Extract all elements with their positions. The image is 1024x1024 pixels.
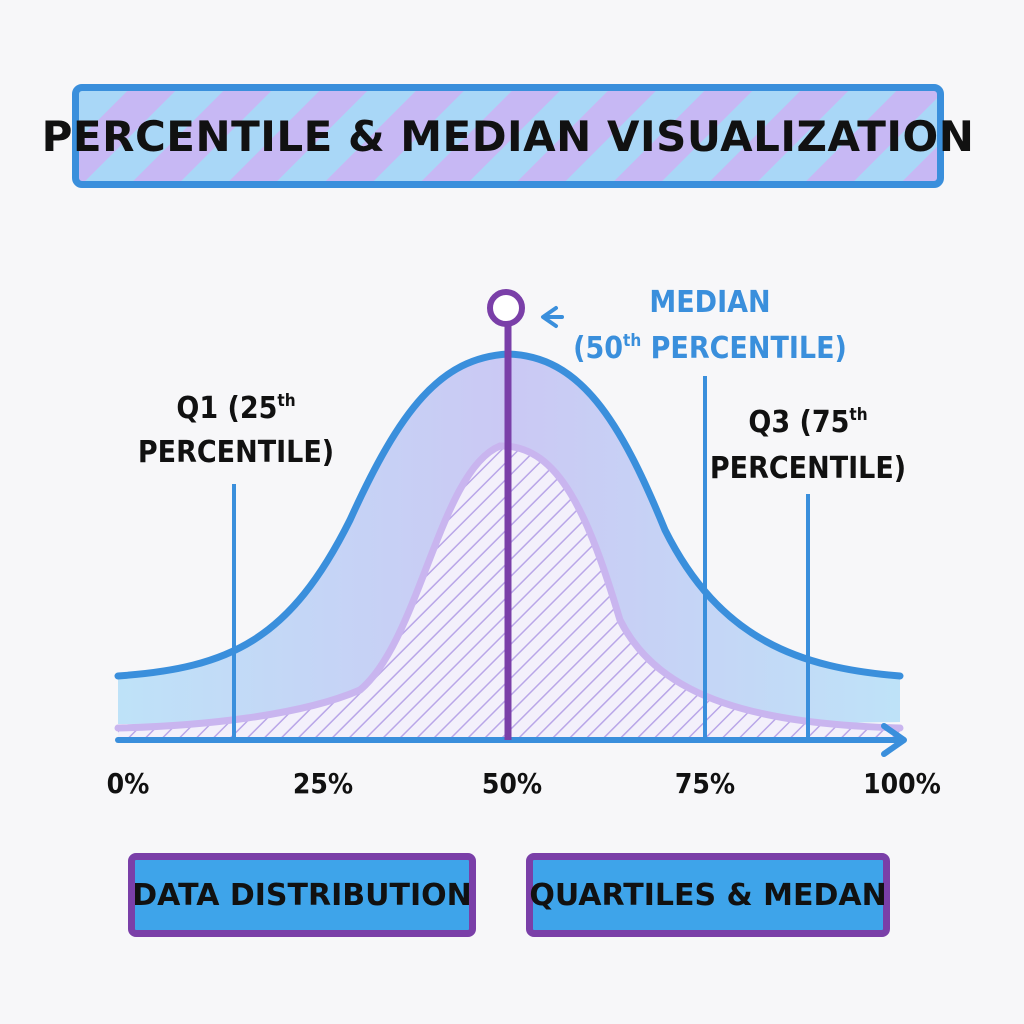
q3-label-line2: PERCENTILE): [710, 451, 906, 486]
tick-label-100: 100%: [863, 767, 941, 800]
q3-label-prefix: Q3 (75: [748, 405, 849, 440]
quartiles-median-label: QUARTILES & MEDAN: [529, 877, 887, 913]
inner-curve: [114, 442, 904, 732]
data-distribution-box: DATA DISTRIBUTION: [128, 853, 476, 937]
q3-label-sup: th: [849, 405, 867, 425]
data-distribution-label: DATA DISTRIBUTION: [132, 877, 472, 913]
median-label-sup: th: [623, 331, 641, 351]
median-pointer-arrow-icon: [541, 306, 558, 328]
median-label-line2: (50th PERCENTILE): [573, 331, 847, 366]
q3-label-line1: Q3 (75th: [748, 405, 867, 440]
q1-label-line1: Q1 (25th: [176, 391, 295, 426]
title-banner: PERCENTILE & MEDIAN VISUALIZATION: [42, 84, 974, 188]
quartiles-median-box: QUARTILES & MEDAN: [526, 853, 890, 937]
tick-label-50: 50%: [482, 767, 542, 800]
median-label-prefix: (50: [573, 331, 623, 366]
page-title: PERCENTILE & MEDIAN VISUALIZATION: [41, 111, 975, 161]
median-label-line1: MEDIAN: [649, 285, 770, 320]
q1-label-sup: th: [277, 391, 295, 411]
tick-label-25: 25%: [293, 767, 353, 800]
median-label-suffix: PERCENTILE): [641, 331, 847, 366]
median-pin-icon: [487, 289, 525, 327]
tick-label-0: 0%: [107, 767, 150, 800]
q1-label-line2: PERCENTILE): [138, 435, 334, 470]
q1-label-prefix: Q1 (25: [176, 391, 277, 426]
tick-label-75: 75%: [675, 767, 735, 800]
x-axis-arrow-icon: [881, 723, 907, 757]
